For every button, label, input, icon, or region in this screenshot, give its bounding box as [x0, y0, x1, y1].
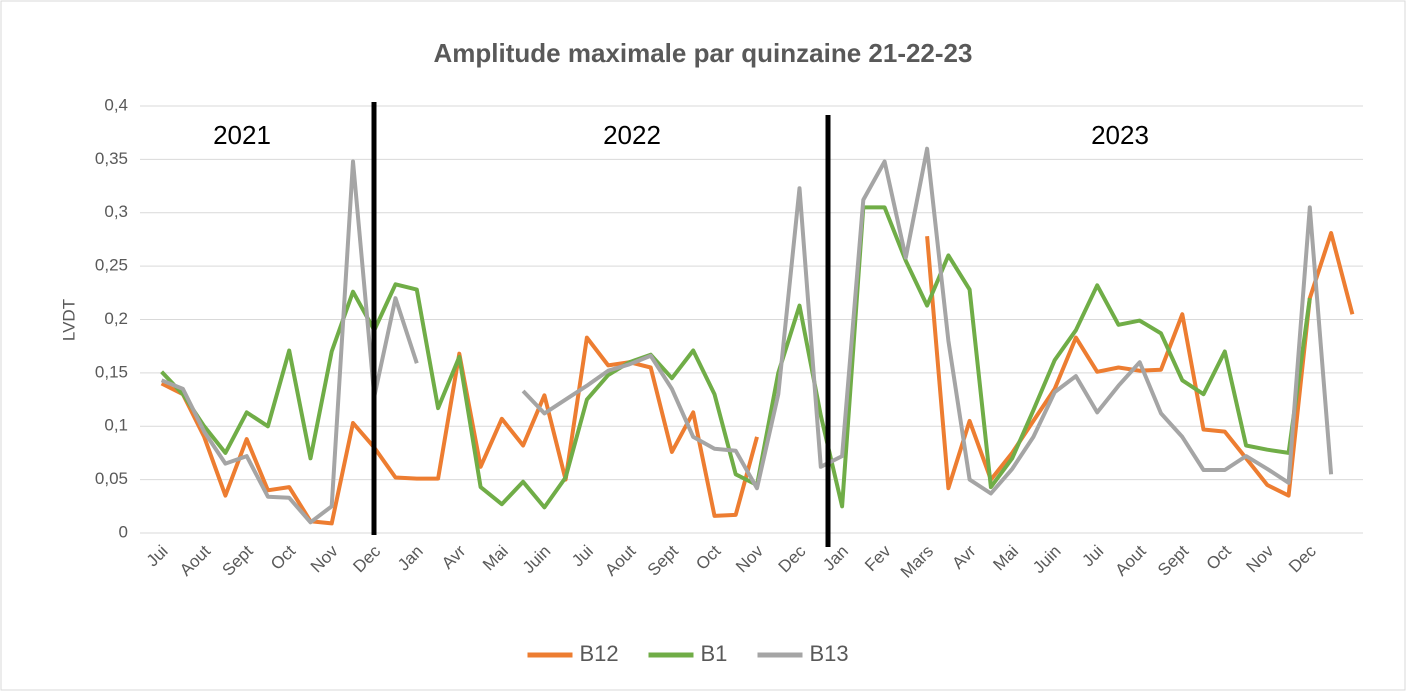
legend-label: B13 — [810, 641, 849, 666]
y-tick-label: 0 — [119, 522, 128, 541]
y-tick-label: 0,3 — [104, 202, 128, 221]
y-tick-label: 0,15 — [95, 362, 128, 381]
year-label: 2021 — [213, 120, 271, 150]
year-label: 2022 — [603, 120, 661, 150]
series-line — [160, 231, 1355, 526]
grid — [140, 105, 1363, 534]
legend-label: B1 — [701, 641, 728, 666]
y-axis-label: LVDT — [59, 299, 78, 341]
y-tick-label: 0,05 — [95, 469, 128, 488]
year-label: 2023 — [1091, 120, 1149, 150]
legend-label: B12 — [580, 641, 619, 666]
y-tick-label: 0,25 — [95, 256, 128, 275]
y-tick-label: 0,35 — [95, 149, 128, 168]
y-tick-label: 0,2 — [104, 309, 128, 328]
y-tick-label: 0,1 — [104, 416, 128, 435]
y-tick-label: 0,4 — [104, 95, 128, 114]
series-line — [160, 205, 1312, 510]
chart-title: Amplitude maximale par quinzaine 21-22-2… — [434, 38, 973, 68]
